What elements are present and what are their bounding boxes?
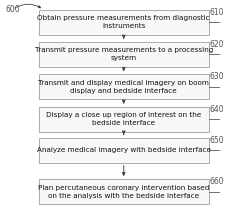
Bar [39,138,209,163]
Text: Plan percutaneous coronary intervention based
on the analysis with the bedside i: Plan percutaneous coronary intervention … [38,185,210,199]
Text: 600: 600 [5,5,20,14]
Text: Obtain pressure measurements from diagnostic
instruments: Obtain pressure measurements from diagno… [38,16,210,29]
Bar [39,42,209,67]
Bar [39,74,209,99]
Text: Transmit and display medical imagery on boom
display and bedside interface: Transmit and display medical imagery on … [38,80,209,94]
Bar [39,179,209,204]
Text: 630: 630 [210,72,224,81]
Bar [39,10,209,35]
Text: 620: 620 [210,40,224,49]
Text: 640: 640 [210,105,224,114]
Text: 650: 650 [210,136,224,145]
Text: Transmit pressure measurements to a processing
system: Transmit pressure measurements to a proc… [34,47,213,61]
Text: 610: 610 [210,8,224,17]
Text: 660: 660 [210,177,224,186]
Bar [39,107,209,132]
Text: Display a close up region of interest on the
bedside interface: Display a close up region of interest on… [46,112,202,126]
Text: Analyze medical imagery with bedside interface: Analyze medical imagery with bedside int… [37,147,211,153]
